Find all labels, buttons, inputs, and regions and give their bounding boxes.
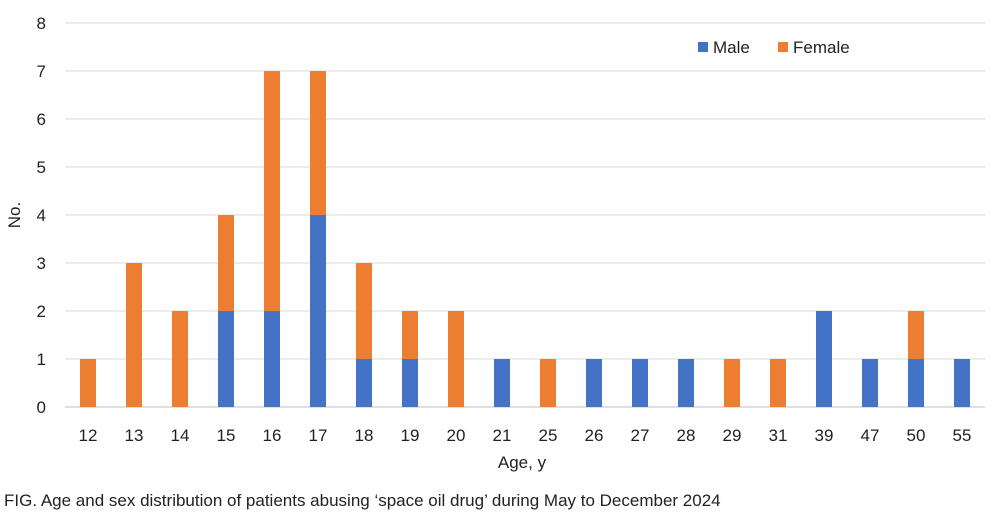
bar-male-50: [908, 359, 924, 407]
x-tick-label: 16: [263, 426, 282, 445]
bar-male-16: [264, 311, 280, 407]
bar-female-15: [218, 215, 234, 311]
figure-caption: FIG. Age and sex distribution of patient…: [4, 491, 721, 510]
legend: Male Female: [698, 38, 850, 57]
y-tick-label: 3: [37, 254, 46, 273]
x-axis-label: Age, y: [498, 453, 547, 472]
bar-female-13: [126, 263, 142, 407]
bar-male-39: [816, 311, 832, 407]
x-tick-label: 39: [815, 426, 834, 445]
legend-swatch-female: [778, 42, 788, 52]
bar-female-25: [540, 359, 556, 407]
y-axis-label: No.: [5, 202, 24, 228]
bars: [80, 71, 970, 407]
bar-female-20: [448, 311, 464, 407]
y-tick-label: 8: [37, 14, 46, 33]
bar-male-17: [310, 215, 326, 407]
bar-female-12: [80, 359, 96, 407]
x-tick-label: 47: [861, 426, 880, 445]
x-tick-label: 25: [539, 426, 558, 445]
y-tick-label: 6: [37, 110, 46, 129]
bar-male-26: [586, 359, 602, 407]
x-tick-label: 20: [447, 426, 466, 445]
x-tick-label: 50: [907, 426, 926, 445]
x-tick-label: 21: [493, 426, 512, 445]
x-axis-ticks: 12 13 14 15 16 17 18 19 20 21 25 26 27 28 29 31 39 47 50 55: [79, 426, 972, 445]
bar-male-21: [494, 359, 510, 407]
bar-female-50: [908, 311, 924, 359]
y-tick-label: 5: [37, 158, 46, 177]
x-tick-label: 29: [723, 426, 742, 445]
bar-female-14: [172, 311, 188, 407]
legend-swatch-male: [698, 42, 708, 52]
x-tick-label: 55: [953, 426, 972, 445]
y-tick-label: 4: [37, 206, 46, 225]
y-tick-label: 7: [37, 62, 46, 81]
bar-male-55: [954, 359, 970, 407]
y-tick-label: 0: [37, 398, 46, 417]
bar-male-19: [402, 359, 418, 407]
x-tick-label: 12: [79, 426, 98, 445]
y-tick-label: 1: [37, 350, 46, 369]
bar-female-19: [402, 311, 418, 359]
x-tick-label: 27: [631, 426, 650, 445]
x-tick-label: 17: [309, 426, 328, 445]
x-tick-label: 28: [677, 426, 696, 445]
x-tick-label: 31: [769, 426, 788, 445]
x-tick-label: 18: [355, 426, 374, 445]
bar-female-17: [310, 71, 326, 215]
legend-label-male: Male: [713, 38, 750, 57]
bar-male-15: [218, 311, 234, 407]
y-axis-ticks: 0 1 2 3 4 5 6 7 8: [37, 14, 46, 417]
y-tick-label: 2: [37, 302, 46, 321]
x-tick-label: 15: [217, 426, 236, 445]
bar-female-31: [770, 359, 786, 407]
bar-female-16: [264, 71, 280, 311]
x-tick-label: 19: [401, 426, 420, 445]
bar-male-27: [632, 359, 648, 407]
x-tick-label: 14: [171, 426, 190, 445]
gridlines: [65, 22, 985, 408]
bar-male-18: [356, 359, 372, 407]
bar-male-28: [678, 359, 694, 407]
x-tick-label: 26: [585, 426, 604, 445]
x-tick-label: 13: [125, 426, 144, 445]
legend-label-female: Female: [793, 38, 850, 57]
bar-male-47: [862, 359, 878, 407]
bar-female-29: [724, 359, 740, 407]
bar-female-18: [356, 263, 372, 359]
